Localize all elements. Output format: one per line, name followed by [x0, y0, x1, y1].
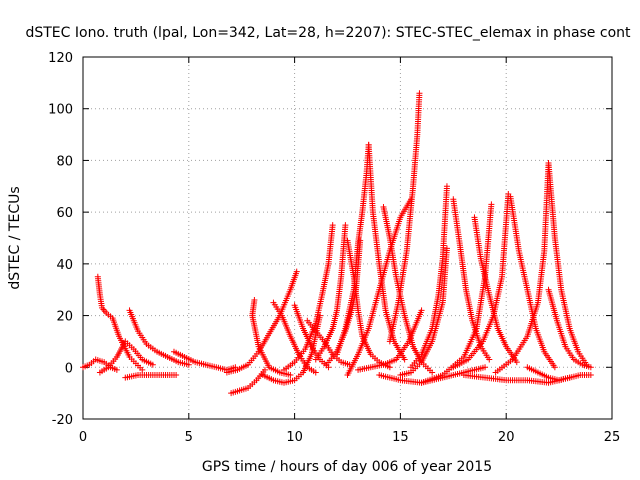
x-tick-label: 10 — [286, 430, 303, 445]
satellite-pass-series — [545, 286, 594, 371]
data-point-markers — [312, 222, 349, 363]
satellite-pass-series — [344, 196, 414, 379]
satellite-pass-series — [312, 222, 349, 363]
satellite-pass-series — [507, 193, 558, 371]
data-point-markers — [507, 193, 558, 371]
data-point-markers — [281, 222, 336, 373]
data-point-markers — [450, 196, 493, 363]
data-point-markers — [450, 191, 512, 371]
satellite-pass-series — [259, 312, 323, 386]
satellite-pass-series — [223, 268, 300, 376]
data-point-markers — [259, 312, 323, 386]
satellite-pass-series — [397, 245, 450, 379]
data-point-markers — [223, 268, 300, 376]
data-point-markers — [94, 273, 146, 373]
y-axis-label: dSTEC / TECUs — [7, 186, 23, 289]
x-axis-label: GPS time / hours of day 006 of year 2015 — [202, 459, 492, 475]
satellite-pass-series — [450, 196, 493, 363]
data-point-markers — [492, 160, 552, 376]
satellite-pass-series — [228, 366, 268, 397]
satellite-pass-series — [333, 141, 372, 358]
data-point-markers — [170, 348, 239, 373]
satellite-pass-series — [170, 348, 239, 373]
y-tick-label: 80 — [56, 154, 73, 169]
satellite-pass-series — [355, 307, 425, 373]
x-tick-label: 20 — [498, 430, 515, 445]
satellite-pass-series — [407, 183, 450, 371]
data-point-markers — [270, 299, 319, 376]
satellite-pass-series — [545, 160, 590, 368]
x-tick-label: 15 — [392, 430, 409, 445]
y-tick-label: 120 — [48, 51, 73, 66]
satellite-pass-series — [249, 297, 294, 379]
data-point-markers — [524, 364, 594, 384]
data-point-markers — [386, 90, 423, 345]
axis-ticks: 0 5 10 15 20 25 -20 0 20 40 60 80 100 120 — [48, 51, 620, 445]
data-point-markers — [96, 338, 156, 376]
satellite-pass-series — [450, 191, 512, 371]
data-point-markers — [333, 141, 372, 358]
satellite-pass-series — [365, 141, 408, 363]
satellite-pass-series — [492, 160, 552, 376]
satellite-pass-series — [281, 222, 336, 373]
data-point-markers — [418, 201, 495, 386]
data-point-markers — [365, 141, 408, 363]
data-point-markers — [228, 366, 268, 397]
data-point-markers — [126, 307, 192, 368]
satellite-pass-series — [418, 201, 495, 386]
satellite-pass-series — [386, 90, 423, 345]
data-points — [80, 90, 594, 397]
data-point-markers — [344, 196, 414, 379]
y-tick-label: 40 — [56, 258, 73, 273]
satellite-pass-series — [94, 273, 146, 373]
y-tick-label: -20 — [52, 413, 73, 428]
y-tick-label: 60 — [56, 206, 73, 221]
plot-frame — [82, 56, 613, 420]
data-point-markers — [397, 245, 450, 379]
satellite-pass-series — [126, 307, 192, 368]
satellite-pass-series — [96, 338, 156, 376]
data-point-markers — [545, 286, 594, 371]
data-point-markers — [545, 160, 590, 368]
chart-title: dSTEC Iono. truth (lpal, Lon=342, Lat=28… — [25, 25, 631, 41]
data-point-markers — [407, 183, 450, 371]
data-point-markers — [355, 307, 425, 373]
data-point-markers — [249, 297, 294, 379]
satellite-pass-series — [122, 372, 180, 381]
y-tick-label: 0 — [65, 361, 73, 376]
x-tick-label: 0 — [79, 430, 87, 445]
x-tick-label: 5 — [185, 430, 193, 445]
y-tick-label: 20 — [56, 310, 73, 325]
satellite-pass-series — [270, 299, 319, 376]
satellite-pass-series — [524, 364, 594, 384]
y-tick-label: 100 — [48, 103, 73, 118]
x-tick-label: 25 — [604, 430, 621, 445]
data-point-markers — [122, 372, 180, 381]
